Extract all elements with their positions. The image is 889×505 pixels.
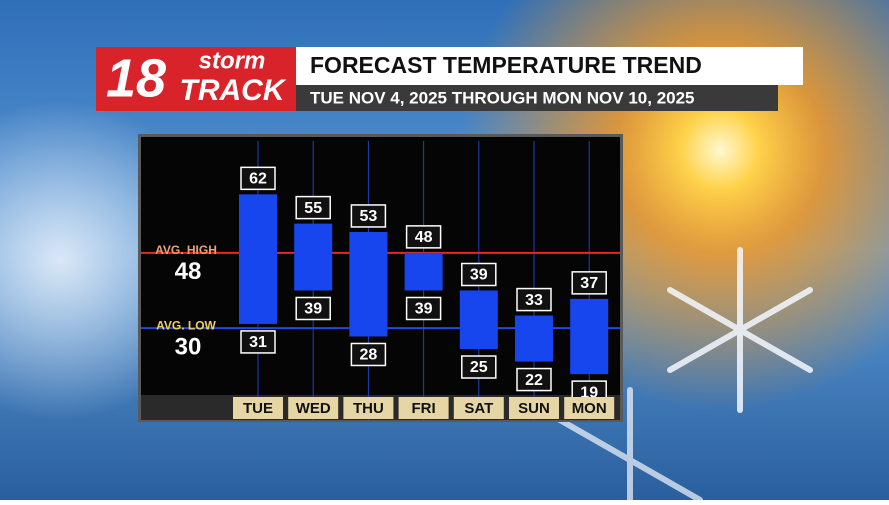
value-label: 28 (360, 347, 378, 364)
value-label: 48 (415, 229, 433, 246)
value-label: 39 (304, 301, 322, 318)
value-label-box (295, 195, 331, 220)
subtitle-box (296, 85, 778, 111)
value-label-box (571, 271, 607, 295)
temperature-bar (349, 231, 388, 337)
value-label: 55 (304, 200, 322, 217)
value-label-box (405, 296, 442, 321)
average-label: AVG. LOW (156, 318, 216, 332)
x-tick-box (233, 397, 283, 419)
x-tick-box (343, 397, 394, 419)
logo-word: TRACK (180, 74, 287, 107)
x-tick-box (564, 397, 615, 419)
value-label-box (240, 166, 276, 191)
value-label-box (461, 355, 497, 379)
value-label: 53 (360, 208, 378, 225)
value-label: 31 (249, 334, 267, 351)
value-label-box (516, 367, 552, 392)
x-tick-box (288, 397, 339, 419)
x-tick-label: MON (572, 400, 607, 417)
temperature-bar (459, 290, 498, 350)
logo-box (96, 47, 296, 111)
x-tick-label: TUE (243, 400, 273, 417)
temperature-bar (515, 315, 553, 362)
average-label: AVG. HIGH (155, 243, 217, 257)
temperature-bar (239, 194, 277, 324)
chart-title: FORECAST TEMPERATURE TREND (310, 52, 702, 78)
title-box (296, 47, 803, 85)
x-tick-label: THU (353, 400, 384, 417)
x-tick-label: SAT (464, 400, 493, 417)
value-label: 33 (525, 292, 543, 309)
value-label: 62 (249, 171, 267, 188)
value-label-box (350, 342, 387, 367)
average-value: 30 (175, 333, 202, 360)
temperature-bar (294, 223, 333, 291)
x-tick-label: WED (296, 400, 331, 417)
value-label: 39 (470, 267, 488, 284)
value-label: 25 (470, 359, 488, 376)
snowflake (667, 247, 813, 413)
x-tick-label: SUN (518, 400, 550, 417)
temperature-bar (570, 298, 609, 375)
chart-subtitle: TUE NOV 4, 2025 THROUGH MON NOV 10, 2025 (310, 88, 695, 107)
value-label: 22 (525, 372, 543, 389)
value-label: 37 (580, 275, 598, 292)
value-label-box (461, 262, 497, 287)
value-label-box (295, 296, 331, 321)
value-label-box (516, 287, 552, 312)
value-label-box (240, 330, 276, 354)
temperature-bar (404, 252, 443, 291)
x-tick-box (453, 397, 504, 419)
logo-word: storm (199, 47, 266, 74)
x-tick-box (509, 397, 559, 419)
value-label-box (405, 225, 442, 249)
snowflake (557, 387, 703, 503)
x-tick-label: FRI (412, 400, 436, 417)
value-label-box (350, 204, 387, 228)
value-label: 39 (415, 301, 433, 318)
logo-number: 18 (106, 48, 166, 108)
x-tick-box (398, 397, 449, 419)
average-value: 48 (175, 258, 202, 285)
